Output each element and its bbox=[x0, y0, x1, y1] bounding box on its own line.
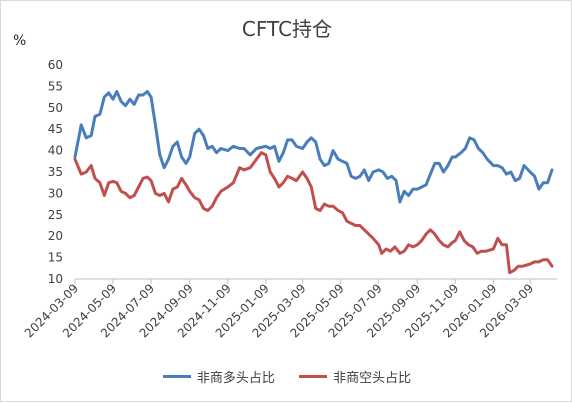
y-axis-unit-label: % bbox=[13, 33, 27, 49]
y-tick-label: 35 bbox=[48, 165, 63, 179]
y-axis: 10 15 20 25 30 35 40 45 50 55 60 bbox=[48, 58, 63, 286]
y-tick-label: 60 bbox=[48, 58, 63, 72]
legend: 非商多头占比 非商空头占比 bbox=[1, 367, 572, 386]
legend-swatch-long bbox=[162, 375, 191, 378]
y-tick-label: 50 bbox=[48, 101, 63, 115]
series-line-short bbox=[73, 151, 554, 275]
y-tick-label: 40 bbox=[48, 144, 63, 158]
chart-title: CFTC持仓 bbox=[241, 17, 333, 41]
legend-label-short: 非商空头占比 bbox=[333, 371, 412, 386]
legend-item-short: 非商空头占比 bbox=[299, 367, 411, 386]
y-tick-label: 25 bbox=[48, 208, 63, 222]
series-layer bbox=[73, 90, 554, 275]
legend-item-long: 非商多头占比 bbox=[162, 367, 275, 386]
y-tick-label: 45 bbox=[48, 122, 63, 136]
legend-swatch-short bbox=[299, 375, 328, 378]
y-tick-label: 55 bbox=[48, 79, 63, 93]
y-tick-label: 15 bbox=[48, 251, 63, 265]
y-tick-label: 10 bbox=[48, 272, 63, 286]
y-tick-label: 30 bbox=[48, 186, 63, 200]
series-line-long bbox=[73, 90, 554, 204]
x-axis: 2024-03-092024-05-092024-07-092024-09-09… bbox=[22, 278, 557, 340]
legend-label-long: 非商多头占比 bbox=[196, 371, 275, 386]
y-tick-label: 20 bbox=[48, 229, 63, 243]
